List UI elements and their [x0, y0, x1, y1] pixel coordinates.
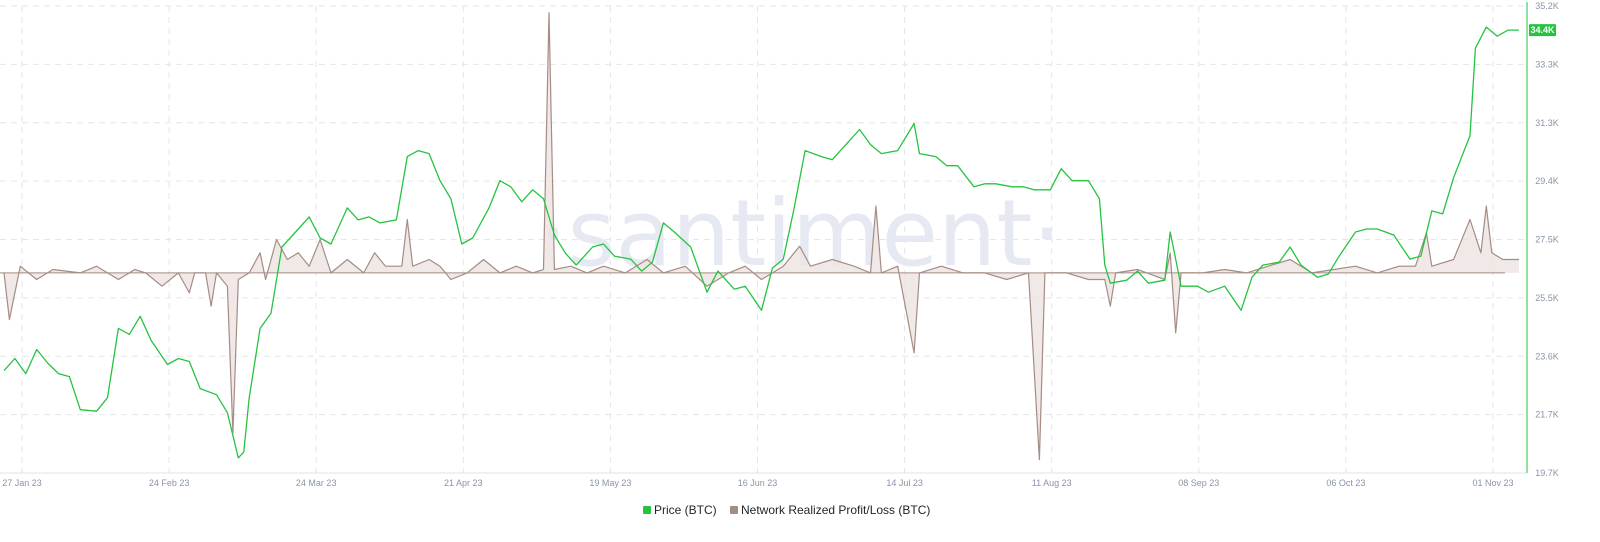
- price-layer: [3, 26, 1519, 459]
- x-tick-label: 21 Apr 23: [444, 478, 483, 488]
- x-tick-label: 06 Oct 23: [1326, 478, 1365, 488]
- profit-loss-line: [3, 12, 1519, 461]
- legend-item-price[interactable]: Price (BTC): [643, 503, 717, 517]
- current-price-badge: [1529, 24, 1556, 37]
- x-tick-label: 01 Nov 23: [1472, 478, 1513, 488]
- y-tick-label: 33.3K: [1535, 59, 1559, 69]
- x-tick-label: 14 Jul 23: [886, 478, 923, 488]
- y-tick-label: 35.2K: [1535, 1, 1559, 11]
- y-tick-label: 25.5K: [1535, 293, 1559, 303]
- x-tick-label: 24 Feb 23: [149, 478, 190, 488]
- y-tick-label: 29.4K: [1535, 176, 1559, 186]
- grid-layer: [0, 5, 1525, 474]
- y-tick-label: 19.7K: [1535, 468, 1559, 478]
- x-tick-label: 16 Jun 23: [738, 478, 778, 488]
- y-tick-label: 21.7K: [1535, 410, 1559, 420]
- y-tick-label: 23.6K: [1535, 351, 1559, 361]
- legend-swatch: [730, 506, 738, 514]
- legend-label: Price (BTC): [654, 503, 717, 517]
- legend-label: Network Realized Profit/Loss (BTC): [741, 503, 930, 517]
- profit-loss-layer: [0, 12, 1519, 461]
- x-tick-label: 27 Jan 23: [2, 478, 42, 488]
- legend-item-profit-loss[interactable]: Network Realized Profit/Loss (BTC): [730, 503, 930, 517]
- x-tick-label: 24 Mar 23: [296, 478, 337, 488]
- price-line: [3, 26, 1519, 459]
- legend-swatch: [643, 506, 651, 514]
- legend[interactable]: Price (BTC) Network Realized Profit/Loss …: [643, 503, 930, 517]
- axis-layer: 35.2K 33.3K 31.3K 29.4K 27.5K 25.5K 23.6K 21.7K…: [0, 1, 1559, 488]
- y-tick-label: 27.5K: [1535, 235, 1559, 245]
- x-tick-label: 11 Aug 23: [1032, 478, 1072, 488]
- badge-layer: 34.4K: [1529, 24, 1556, 37]
- current-price-badge-label: 34.4K: [1530, 25, 1555, 35]
- y-tick-label: 31.3K: [1535, 118, 1559, 128]
- x-tick-label: 08 Sep 23: [1178, 478, 1219, 488]
- x-tick-label: 19 May 23: [589, 478, 631, 488]
